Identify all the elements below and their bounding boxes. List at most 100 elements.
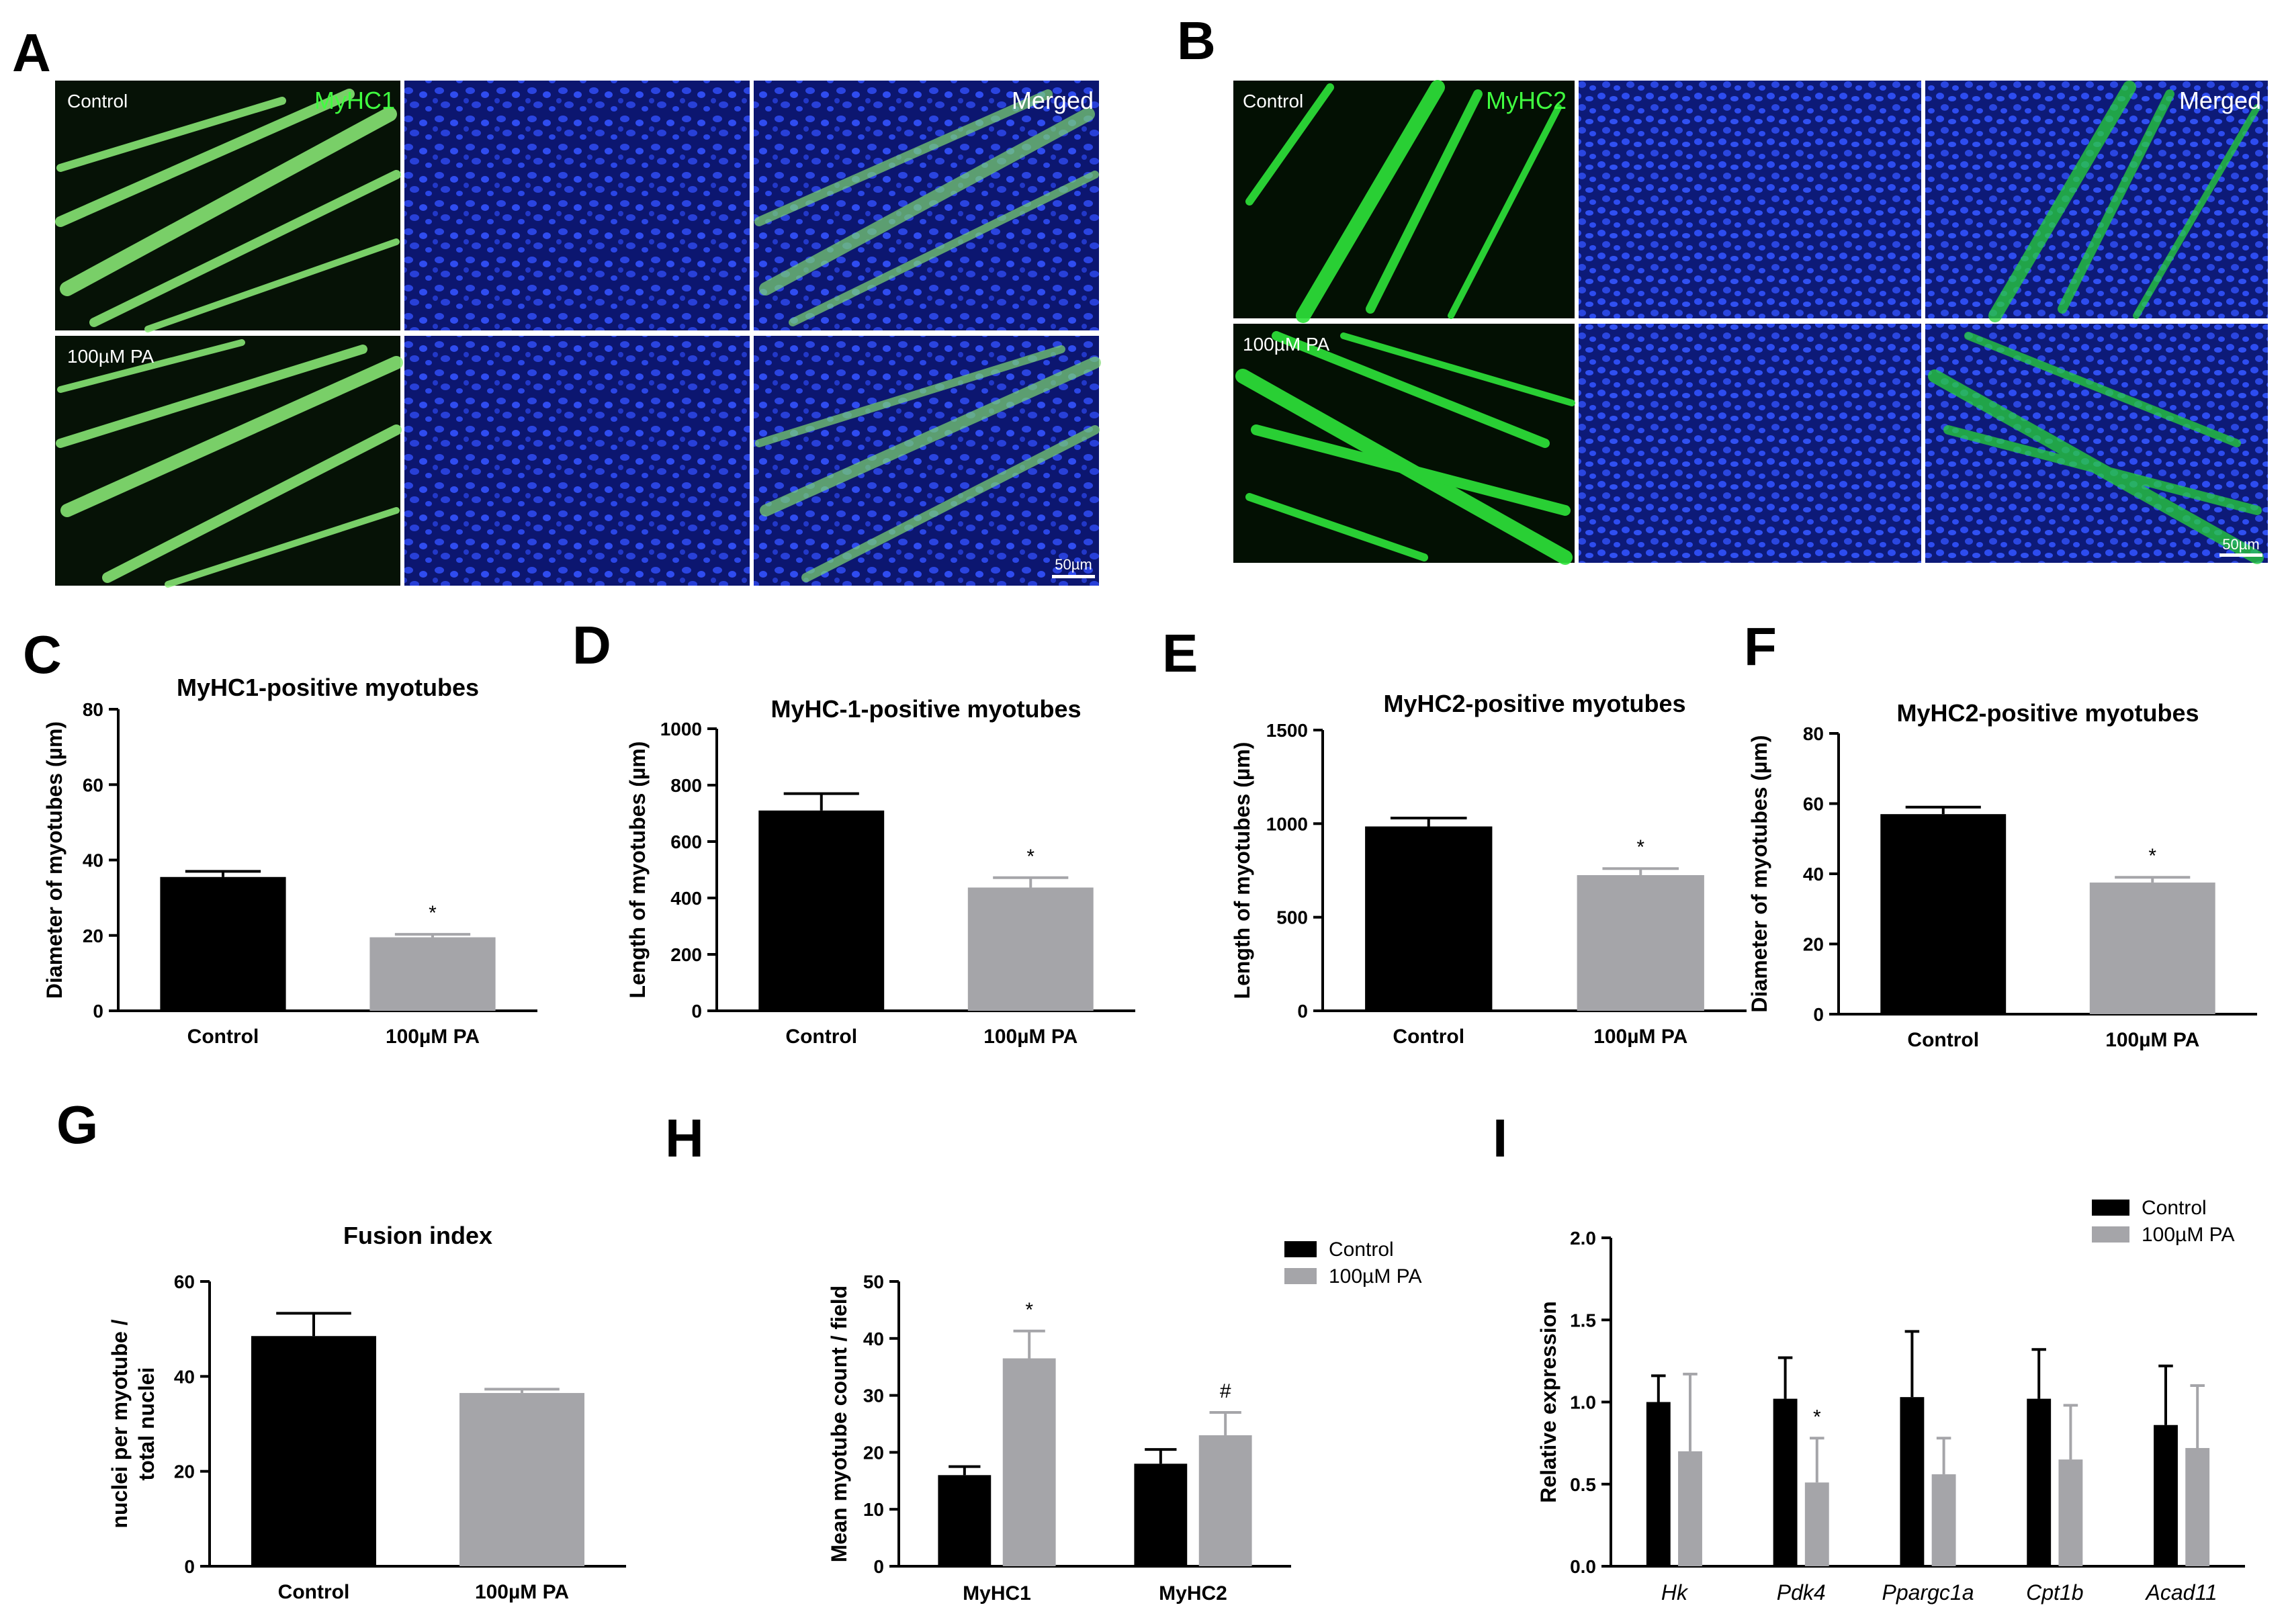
chart-C-y-tick-label: 0 xyxy=(93,1001,103,1022)
myhc2-fibers-control xyxy=(1245,80,1562,323)
chart-E-bar xyxy=(1577,874,1704,1011)
chart-H-y-label: Mean myotube count / field xyxy=(827,1285,851,1562)
chart-H-y-tick-label: 10 xyxy=(863,1499,884,1520)
chart-C-y-label: Diameter of myotubes (µm) xyxy=(42,721,67,999)
chart-F-y-label: Diameter of myotubes (µm) xyxy=(1747,735,1771,1012)
chart-I-x-tick-label: Hk xyxy=(1661,1580,1689,1605)
chart-H-x-tick-label: MyHC2 xyxy=(1159,1582,1227,1605)
chart-G-y-tick-label: 40 xyxy=(174,1366,195,1387)
panel-label-H: H xyxy=(665,1108,704,1168)
chart-I-x-tick-label: Acad11 xyxy=(2145,1580,2217,1605)
myhc2-fibers-pa xyxy=(1235,331,1575,565)
panel-A-row-label-control: Control xyxy=(67,91,128,111)
panel-A-row-label-pa: 100µM PA xyxy=(67,346,155,367)
chart-E-y-tick-label: 1000 xyxy=(1266,813,1308,834)
chart-E-x-tick-label: Control xyxy=(1393,1026,1464,1048)
chart-I-bar xyxy=(2027,1398,2052,1566)
chart-E-bar xyxy=(1365,826,1493,1011)
chart-I-bar xyxy=(1678,1451,1702,1566)
chart-I-y-label: Relative expression xyxy=(1536,1301,1560,1503)
chart-I-bar xyxy=(2154,1425,2178,1566)
chart-F-bar xyxy=(1880,814,2007,1014)
chart-H-y-tick-label: 50 xyxy=(863,1271,884,1292)
chart-D-y-tick-label: 200 xyxy=(670,944,702,965)
chart-G-bar xyxy=(459,1393,584,1566)
chart-I-bar xyxy=(1900,1397,1925,1566)
chart-D-x-tick-label: 100µM PA xyxy=(983,1026,1077,1048)
chart-C-y-tick-label: 80 xyxy=(83,699,103,720)
chart-F-title: MyHC2-positive myotubes xyxy=(1896,699,2199,727)
chart-H-y-tick-label: 20 xyxy=(863,1442,884,1463)
panel-B-row-label-pa: 100µM PA xyxy=(1243,334,1330,355)
chart-D-y-tick-label: 0 xyxy=(691,1001,702,1022)
chart-G: 0 20 40 60 nuclei per myotube / total nuclei F… xyxy=(107,1222,626,1603)
chart-I-y-tick-label: 1.0 xyxy=(1570,1392,1596,1413)
chart-F: 0 20 40 60 80 Diameter of myotubes (µm) MyHC2-… xyxy=(1747,699,2257,1051)
chart-I: 0.0 0.5 1.0 1.5 2.0 Relative expression Hk * Pdk… xyxy=(1536,1197,2245,1605)
chart-I-legend-swatch xyxy=(2092,1200,2129,1216)
panel-B-scale-label: 50µm xyxy=(2222,536,2259,553)
panel-B-marker-label: MyHC2 xyxy=(1486,87,1567,114)
merged-fibers-B xyxy=(1928,81,2264,564)
chart-C-title: MyHC1-positive myotubes xyxy=(177,674,479,701)
chart-C: 0 20 40 60 80 Diameter of myotubes (µm) MyHC1-… xyxy=(42,674,537,1048)
chart-H-legend-label: Control xyxy=(1329,1238,1394,1261)
chart-E-bar-significance: * xyxy=(1636,836,1644,858)
chart-I-legend-label: 100µM PA xyxy=(2142,1224,2234,1246)
chart-I-bar xyxy=(2058,1459,2083,1566)
chart-I-bar xyxy=(2185,1447,2210,1566)
chart-H-y-tick-label: 30 xyxy=(863,1386,884,1406)
chart-E-title: MyHC2-positive myotubes xyxy=(1383,690,1685,717)
chart-H-bar-significance: # xyxy=(1220,1380,1231,1402)
panel-B-scale-bar xyxy=(2219,553,2262,557)
chart-G-y-tick-label: 20 xyxy=(174,1461,195,1482)
panel-B-row-label-control: Control xyxy=(1243,91,1303,111)
panel-label-B: B xyxy=(1177,11,1216,71)
chart-C-bar-significance: * xyxy=(429,902,437,924)
panel-A-marker-label: MyHC1 xyxy=(314,87,395,114)
chart-H-legend-swatch xyxy=(1284,1268,1317,1284)
chart-C-x-tick-label: 100µM PA xyxy=(386,1026,480,1048)
panel-label-E: E xyxy=(1162,623,1198,683)
panel-label-I: I xyxy=(1493,1108,1507,1168)
chart-E: 0 500 1000 1500 Length of myotubes (µm) MyHC2… xyxy=(1230,690,1747,1048)
panel-label-F: F xyxy=(1744,617,1777,676)
chart-H-bar xyxy=(1134,1463,1188,1566)
chart-E-y-tick-label: 500 xyxy=(1276,907,1308,928)
panel-B-merged-label: Merged xyxy=(2179,87,2261,114)
chart-G-y-tick-label: 60 xyxy=(174,1271,195,1292)
panel-A-scale-label: 50µm xyxy=(1055,556,1092,573)
chart-I-x-tick-label: Pdk4 xyxy=(1777,1580,1826,1605)
chart-G-y-label: nuclei per myotube / total nuclei xyxy=(107,1319,159,1528)
chart-G-x-tick-label: Control xyxy=(278,1581,350,1603)
chart-D-y-label: Length of myotubes (µm) xyxy=(625,741,650,999)
chart-D-bar-significance: * xyxy=(1026,846,1035,868)
panel-label-G: G xyxy=(56,1095,98,1155)
chart-H-bar xyxy=(1198,1435,1252,1566)
chart-I-x-tick-label: Cpt1b xyxy=(2026,1580,2083,1605)
chart-H-x-tick-label: MyHC1 xyxy=(963,1582,1031,1605)
chart-D: 0 200 400 600 800 1000 Length of myotubes (µm)… xyxy=(625,695,1135,1048)
panel-B-micrographs: Control 100µM PA MyHC2 Merged 50µm xyxy=(1233,80,2268,565)
chart-E-x-tick-label: 100µM PA xyxy=(1593,1026,1687,1048)
chart-G-title: Fusion index xyxy=(343,1222,492,1249)
chart-F-bar-significance: * xyxy=(2148,845,2156,867)
chart-I-bar xyxy=(1646,1402,1671,1566)
chart-I-bar xyxy=(1773,1398,1798,1566)
myhc1-fibers-pa xyxy=(56,339,403,588)
chart-I-bar-significance: * xyxy=(1813,1406,1821,1428)
chart-E-y-label: Length of myotubes (µm) xyxy=(1230,742,1254,999)
panel-label-C: C xyxy=(23,625,62,684)
chart-H-y-tick-label: 40 xyxy=(863,1328,884,1349)
chart-H: 0 10 20 30 40 50 Mean myotube count / field * My… xyxy=(827,1238,1421,1605)
chart-D-y-tick-label: 600 xyxy=(670,831,702,852)
chart-F-y-tick-label: 60 xyxy=(1803,794,1824,815)
merged-fibers-A xyxy=(754,89,1101,582)
chart-H-bar xyxy=(1002,1358,1056,1566)
chart-I-x-tick-label: Ppargc1a xyxy=(1882,1580,1974,1605)
chart-G-bar xyxy=(251,1336,376,1566)
myhc1-fibers-control xyxy=(55,89,401,332)
chart-I-bar xyxy=(1931,1474,1956,1566)
chart-F-x-tick-label: 100µM PA xyxy=(2105,1029,2199,1051)
chart-D-x-tick-label: Control xyxy=(785,1026,857,1048)
